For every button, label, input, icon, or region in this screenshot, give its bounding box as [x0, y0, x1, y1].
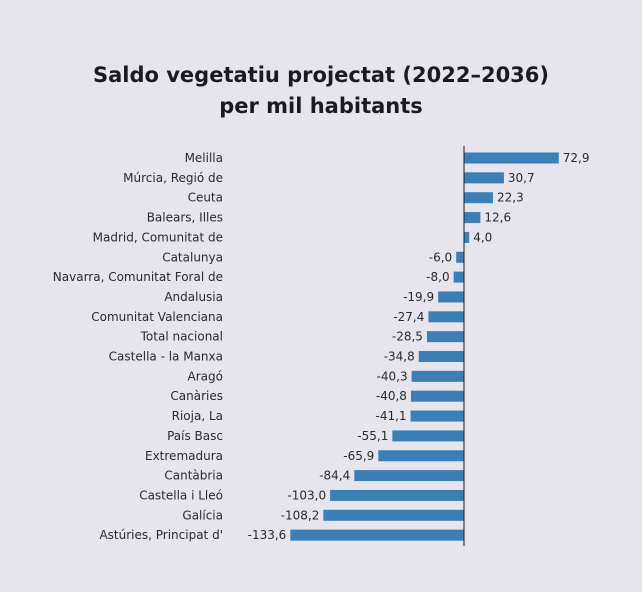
category-label: País Basc: [167, 429, 223, 443]
bar: [418, 351, 464, 362]
bar: [330, 489, 464, 501]
value-label: 22,3: [497, 191, 524, 205]
bar: [464, 172, 504, 184]
category-label: Castella i Lleó: [139, 488, 223, 502]
category-label: Total nacional: [140, 330, 223, 344]
bar: [464, 192, 493, 204]
value-label: -108,2: [281, 508, 320, 522]
chart-title-block: Saldo vegetatiu projectat (2022–2036) pe…: [0, 60, 642, 122]
bar: [411, 370, 464, 382]
value-label: -84,4: [319, 469, 350, 483]
bar: [464, 152, 559, 164]
category-label: Catalunya: [162, 250, 223, 264]
value-label: -65,9: [343, 449, 374, 463]
category-label: Aragó: [188, 369, 223, 383]
value-label: -40,8: [376, 389, 407, 403]
bar: [456, 251, 464, 263]
bar: [354, 470, 464, 482]
value-label: -19,9: [403, 290, 434, 304]
category-label: Comunitat Valenciana: [91, 310, 223, 324]
bar: [453, 271, 464, 283]
bar: [464, 231, 470, 243]
bar: [410, 410, 464, 422]
value-label: -41,1: [376, 409, 407, 423]
value-label: -55,1: [357, 429, 388, 443]
value-label: -40,3: [377, 369, 408, 383]
value-label: 4,0: [473, 230, 492, 244]
category-label: Balears, Illes: [147, 211, 223, 225]
chart-title: Saldo vegetatiu projectat (2022–2036): [92, 63, 550, 87]
bar: [323, 509, 464, 521]
bar: [410, 390, 464, 402]
value-label: -34,8: [384, 350, 415, 364]
value-label: -103,0: [287, 488, 326, 502]
category-label: Extremadura: [145, 449, 223, 463]
category-label: Navarra, Comunitat Foral de: [53, 270, 223, 284]
value-label: -6,0: [429, 250, 452, 264]
category-label: Rioja, La: [172, 409, 223, 423]
value-label: -133,6: [248, 528, 287, 542]
category-label: Madrid, Comunitat de: [93, 230, 223, 244]
category-label: Galícia: [182, 508, 223, 522]
category-label: Astúries, Principat d': [99, 528, 223, 542]
value-label: 30,7: [508, 171, 535, 185]
chart-subtitle: per mil habitants: [219, 94, 423, 118]
value-label: -27,4: [393, 310, 424, 324]
value-label: 72,9: [563, 151, 590, 165]
bar: [378, 450, 464, 462]
value-label: -28,5: [392, 330, 423, 344]
category-label: Andalusia: [164, 290, 223, 304]
bar: [438, 291, 464, 303]
category-label: Múrcia, Regió de: [123, 171, 223, 185]
value-label: -8,0: [426, 270, 449, 284]
category-label: Melilla: [185, 151, 223, 165]
bar: [464, 212, 481, 224]
value-label: 12,6: [484, 211, 511, 225]
category-label: Cantàbria: [164, 469, 223, 483]
bar: [426, 331, 464, 343]
bar: [428, 311, 464, 323]
bar: [290, 529, 464, 541]
category-label: Canàries: [170, 389, 223, 403]
category-label: Castella - la Manxa: [109, 350, 223, 364]
category-label: Ceuta: [188, 191, 223, 205]
bar: [392, 430, 464, 442]
